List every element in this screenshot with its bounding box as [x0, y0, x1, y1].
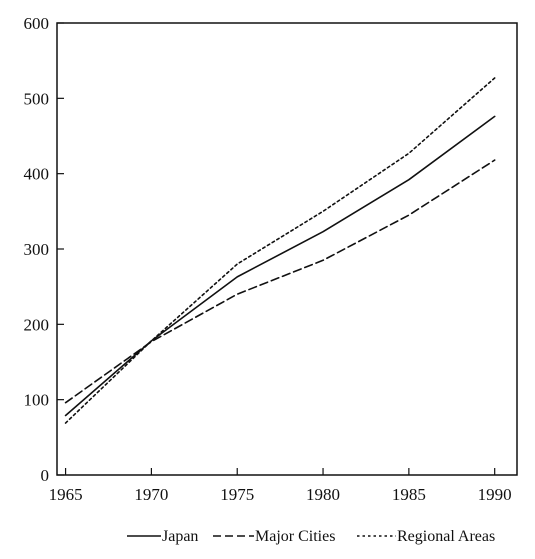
- plot-area-frame: [56, 22, 518, 476]
- y-tick-label: 100: [24, 391, 50, 410]
- x-tick-label: 1985: [392, 485, 426, 504]
- series-line-regional-areas: [64, 77, 496, 424]
- x-axis: 1965 1970 1975 1980 1985 1990: [49, 468, 512, 504]
- x-tick-label: 1980: [306, 485, 340, 504]
- legend: Japan Major Cities Regional Areas: [127, 528, 495, 545]
- legend-label: Regional Areas: [397, 528, 495, 545]
- y-tick-label: 300: [24, 240, 50, 259]
- series-layer: [64, 77, 496, 424]
- legend-label: Japan: [162, 528, 198, 545]
- series-line-major-cities: [64, 159, 496, 404]
- y-tick-label: 200: [24, 315, 50, 334]
- x-tick-label: 1975: [220, 485, 254, 504]
- series-line-japan: [64, 115, 496, 417]
- x-tick-label: 1990: [478, 485, 512, 504]
- y-tick-label: 400: [24, 165, 50, 184]
- y-tick-label: 500: [24, 89, 50, 108]
- y-axis: 0 100 200 300 400 500 600: [24, 14, 64, 485]
- legend-label: Major Cities: [255, 528, 335, 545]
- x-tick-label: 1970: [134, 485, 168, 504]
- x-tick-label: 1965: [49, 485, 83, 504]
- y-tick-label: 0: [41, 466, 50, 485]
- y-tick-label: 600: [24, 14, 50, 33]
